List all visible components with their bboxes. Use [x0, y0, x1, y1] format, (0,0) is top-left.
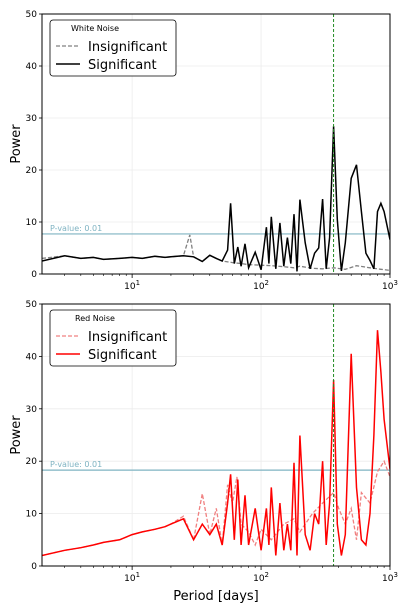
panel-1-y-tick-label: 40	[26, 62, 38, 72]
panel-2-axes-frame	[41, 303, 391, 567]
panel-2-x-tick-label: 102	[253, 571, 269, 584]
panel-2-y-tick-label: 30	[26, 405, 38, 415]
panel-1-x-tick-label: 103	[382, 279, 398, 292]
panel-2-series-significant-line	[42, 330, 390, 557]
panel-2-y-tick-label: 10	[26, 510, 38, 520]
panel-2-series-insignificant-line	[42, 459, 390, 557]
panel-1-series-insignificant-line	[42, 234, 390, 272]
panel-1-y-axis-label: Power	[9, 124, 24, 164]
panel-1-threshold-label: P-value: 0.01	[50, 224, 102, 233]
panel-2-legend-label-significant: Significant	[88, 348, 157, 363]
panel-2-y-tick-label: 20	[26, 457, 38, 467]
panel-2-y-tick-label: 50	[26, 300, 38, 310]
panel-2-x-tick-label: 101	[124, 571, 140, 584]
panel-1-x-tick-label: 101	[124, 279, 140, 292]
panel-2-legend-box	[49, 309, 177, 367]
panel-1-legend-title: White Noise	[71, 24, 119, 33]
panel-2-threshold-label: P-value: 0.01	[50, 460, 102, 469]
panel-1-y-tick-label: 0	[31, 270, 37, 280]
panel-2-y-tick-label: 0	[31, 562, 37, 572]
panel-2-x-axis-label: Period [days]	[173, 589, 259, 604]
panel-1-y-tick-label: 50	[26, 10, 38, 20]
panel-2-legend-label-insignificant: Insignificant	[88, 330, 167, 345]
panel-1-axes-frame	[41, 13, 391, 275]
panel-1-legend-label-insignificant: Insignificant	[88, 40, 167, 55]
panel-2-x-tick-label: 103	[382, 571, 398, 584]
panel-2-legend-title: Red Noise	[75, 314, 115, 323]
panel-1-y-tick-label: 30	[26, 114, 38, 124]
panel-1-y-tick-label: 20	[26, 166, 38, 176]
panel-1-y-tick-label: 10	[26, 218, 38, 228]
panel-1-series-significant-line	[42, 126, 390, 272]
panel-1-legend-box	[49, 19, 177, 77]
panel-2-y-axis-label: Power	[9, 415, 24, 455]
panel-1-legend-label-significant: Significant	[88, 58, 157, 73]
panel-2-y-tick-label: 40	[26, 352, 38, 362]
panel-1-x-tick-label: 102	[253, 279, 269, 292]
